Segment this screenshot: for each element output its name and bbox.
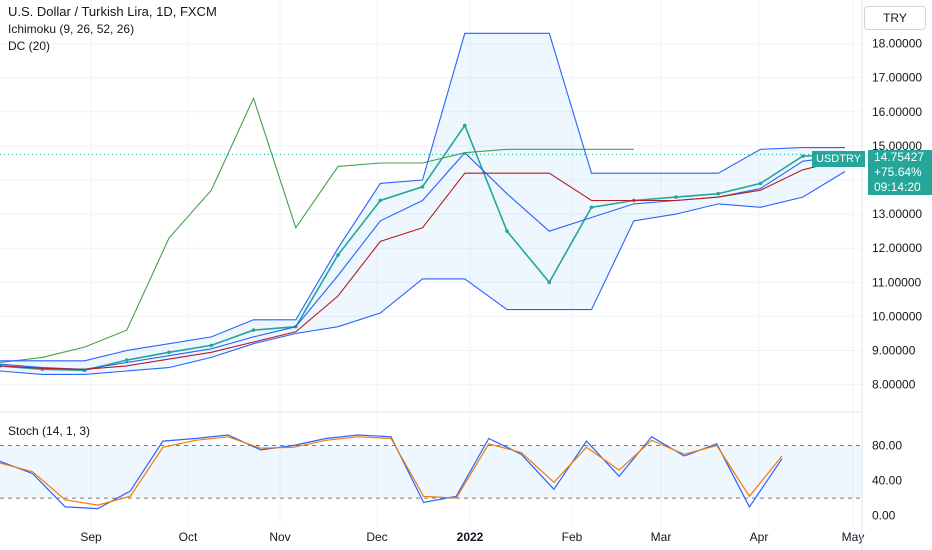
stochastic-series <box>0 434 862 510</box>
price-tick-label: 12.00000 <box>872 241 922 255</box>
price-tick-label: 18.00000 <box>872 37 922 51</box>
price-change: +75.64% <box>874 165 922 179</box>
data-point <box>251 328 256 332</box>
data-point <box>420 185 425 189</box>
ichimoku-legend[interactable]: Ichimoku (9, 26, 52, 26) <box>8 22 135 36</box>
series-line-base-line <box>0 158 846 370</box>
time-tick-label: Oct <box>179 530 198 544</box>
time-tick-label: 2022 <box>457 530 484 544</box>
data-point <box>589 205 594 210</box>
price-tick-label: 17.00000 <box>872 71 922 85</box>
price-series <box>0 32 862 375</box>
last-price-tag: 14.75427 +75.64% 09:14:20 <box>868 150 932 195</box>
price-tick-label: 16.00000 <box>872 105 922 119</box>
price-axis[interactable]: 18.0000017.0000016.0000015.0000014.00000… <box>872 37 922 523</box>
donchian-fill <box>0 33 845 375</box>
time-tick-label: Sep <box>80 530 102 544</box>
data-point <box>547 280 552 285</box>
data-point <box>462 123 467 128</box>
series-line-dc-upper <box>0 32 845 362</box>
stoch-legend[interactable]: Stoch (14, 1, 3) <box>8 424 91 438</box>
stoch-line-d <box>0 436 783 506</box>
price-tick-label: 15.00000 <box>872 139 922 153</box>
series-line-lagging-span <box>0 96 634 364</box>
data-point <box>167 350 171 355</box>
stoch-band-fill <box>0 445 862 499</box>
price-tick-label: 11.00000 <box>872 275 921 289</box>
time-tick-label: Feb <box>562 530 583 544</box>
data-point <box>674 195 678 199</box>
data-point <box>800 154 805 158</box>
last-price: 14.75427 <box>874 150 925 164</box>
price-tick-label: 13.00000 <box>872 207 922 221</box>
symbol-label: USDTRY <box>812 151 866 167</box>
stoch-tick-label: 80.00 <box>872 439 902 453</box>
chart-title: U.S. Dollar / Turkish Lira, 1D, FXCM <box>8 4 217 19</box>
series-line-dc-lower <box>0 171 846 375</box>
price-tick-label: 9.00000 <box>872 344 916 358</box>
data-point <box>336 253 340 257</box>
data-point <box>209 343 214 348</box>
time-tick-label: Apr <box>750 530 769 544</box>
grid-lines <box>0 0 862 526</box>
bar-countdown: 09:14:20 <box>874 180 921 194</box>
time-tick-label: Nov <box>269 530 290 544</box>
stoch-tick-label: 40.00 <box>872 474 902 488</box>
donchian-legend[interactable]: DC (20) <box>8 39 51 53</box>
data-point <box>124 358 129 362</box>
data-point <box>505 229 509 233</box>
price-tick-label: 8.00000 <box>872 378 916 392</box>
price-tick-label: 10.00000 <box>872 309 922 323</box>
currency-button[interactable]: TRY <box>864 6 926 30</box>
data-point <box>716 191 721 196</box>
ichimoku-cloud <box>0 33 845 375</box>
stoch-tick-label: 0.00 <box>872 509 896 523</box>
time-tick-label: Mar <box>651 530 672 544</box>
time-axis[interactable]: Sep Oct Nov Dec 2022 Feb Mar Apr May <box>80 530 864 544</box>
data-point <box>378 198 383 203</box>
data-point <box>758 181 763 186</box>
stoch-line-k <box>0 434 783 510</box>
time-tick-label: May <box>842 530 865 544</box>
time-tick-label: Dec <box>366 530 387 544</box>
